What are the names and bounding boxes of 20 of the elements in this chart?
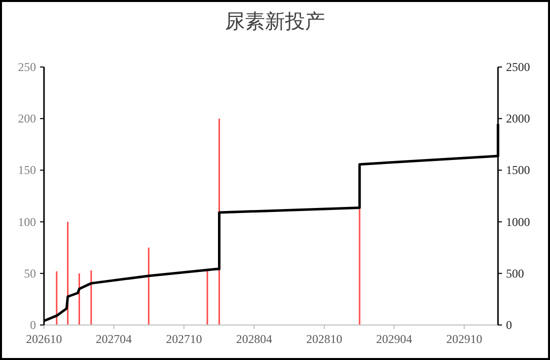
x-tick-label: 202910 (446, 332, 482, 346)
y2-tick-label: 2500 (506, 60, 530, 74)
y2-tick-label: 1000 (506, 214, 530, 229)
y-tick-label: 0 (30, 318, 36, 332)
y2-tick-label: 2000 (506, 112, 530, 126)
x-tick-label: 202710 (166, 332, 202, 346)
x-tick-label: 202610 (26, 332, 62, 346)
y2-tick-label: 500 (506, 266, 524, 280)
x-tick-label: 202804 (236, 332, 272, 346)
y2-tick-label: 1500 (506, 163, 530, 178)
chart-title: 尿素新投产 (225, 11, 325, 33)
x-tick-label: 202704 (96, 332, 132, 346)
y2-tick-label: 0 (506, 318, 512, 332)
y-tick-label: 50 (24, 266, 36, 280)
x-tick-label: 202810 (306, 332, 342, 346)
y-tick-label: 200 (18, 112, 36, 126)
y-tick-label: 100 (18, 214, 36, 229)
x-tick-label: 202904 (376, 332, 412, 346)
y-tick-label: 250 (18, 60, 36, 74)
y-tick-label: 150 (18, 163, 36, 178)
